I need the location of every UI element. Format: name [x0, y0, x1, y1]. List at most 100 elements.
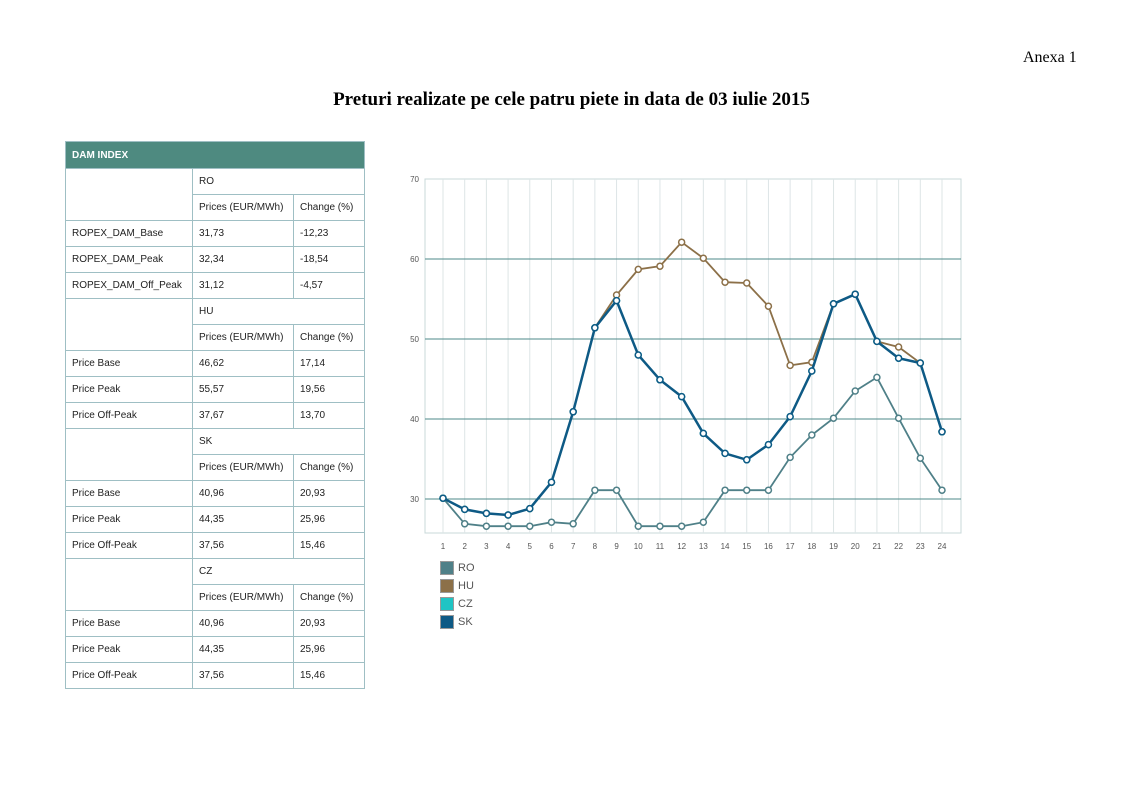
- index-name: Price Base: [65, 610, 193, 637]
- data-point: [851, 387, 859, 395]
- change-value: -4,57: [293, 272, 365, 299]
- index-name: Price Off-Peak: [65, 662, 193, 689]
- table-row: ROPEX_DAM_Peak 32,34 -18,54: [65, 246, 365, 273]
- data-point: [656, 522, 664, 530]
- index-name: Price Off-Peak: [65, 532, 193, 559]
- column-header-row: Prices (EUR/MWh) Change (%): [66, 584, 365, 611]
- prices-header: Prices (EUR/MWh): [192, 454, 294, 481]
- page-title: Preturi realizate pe cele patru piete in…: [333, 89, 810, 110]
- x-tick-label: 15: [742, 542, 751, 551]
- x-tick-label: 5: [528, 542, 533, 551]
- x-tick-label: 17: [786, 542, 795, 551]
- data-point: [938, 428, 946, 436]
- legend-swatch: [440, 615, 454, 629]
- change-header: Change (%): [293, 324, 365, 351]
- column-header-row: Prices (EUR/MWh) Change (%): [66, 454, 365, 481]
- data-point: [547, 518, 556, 526]
- empty-cell: [65, 168, 193, 221]
- data-point: [439, 494, 447, 502]
- data-point: [526, 504, 534, 513]
- table-row: Price Off-Peak 37,56 15,46: [65, 662, 365, 689]
- data-point: [699, 254, 708, 262]
- data-point: [742, 486, 751, 494]
- data-point: [547, 478, 556, 486]
- x-tick-label: 7: [571, 542, 576, 551]
- price-value: 40,96: [192, 480, 294, 507]
- data-point: [786, 361, 794, 370]
- x-tick-label: 10: [634, 542, 643, 551]
- data-point: [677, 522, 686, 530]
- data-point: [677, 392, 686, 401]
- data-point: [721, 278, 729, 286]
- data-point: [742, 279, 751, 287]
- x-tick-label: 3: [484, 542, 489, 551]
- data-point: [873, 373, 881, 382]
- data-point: [656, 262, 664, 270]
- x-tick-label: 13: [699, 542, 708, 551]
- data-point: [938, 486, 946, 494]
- change-value: 15,46: [293, 532, 365, 559]
- price-value: 40,96: [192, 610, 294, 637]
- x-tick-label: 12: [677, 542, 686, 551]
- dam-index-table: DAM INDEX RO Prices (EUR/MWh) Change (%) ROP…: [65, 141, 365, 689]
- legend-item: RO: [440, 559, 475, 577]
- column-header-row: Prices (EUR/MWh) Change (%): [66, 324, 365, 351]
- prices-header: Prices (EUR/MWh): [192, 324, 294, 351]
- data-point: [894, 414, 903, 422]
- data-point: [526, 522, 534, 530]
- data-point: [894, 354, 903, 362]
- change-value: 20,93: [293, 480, 365, 507]
- legend-label: CZ: [458, 598, 473, 610]
- legend-swatch: [440, 561, 454, 575]
- x-tick-label: 20: [851, 542, 860, 551]
- price-value: 31,12: [192, 272, 294, 299]
- data-point: [916, 359, 925, 367]
- legend-item: HU: [440, 577, 475, 595]
- data-point: [612, 486, 621, 494]
- data-point: [764, 486, 773, 494]
- legend-swatch: [440, 579, 454, 593]
- table-row: Price Base 46,62 17,14: [65, 350, 365, 377]
- data-point: [699, 429, 708, 438]
- data-point: [808, 431, 816, 439]
- data-point: [569, 520, 577, 528]
- data-point: [591, 486, 599, 494]
- chart-legend: RO HU CZ SK: [440, 559, 475, 631]
- series-ro: [439, 373, 946, 530]
- data-point: [829, 300, 838, 308]
- market-name: HU: [192, 298, 365, 325]
- legend-label: SK: [458, 616, 473, 628]
- data-point: [656, 376, 664, 384]
- data-point: [851, 290, 859, 298]
- prices-header: Prices (EUR/MWh): [192, 584, 294, 611]
- y-tick-label: 30: [410, 495, 419, 504]
- data-point: [764, 302, 773, 310]
- y-tick-label: 70: [410, 175, 419, 184]
- series-line: [442, 292, 944, 517]
- x-tick-label: 24: [938, 542, 947, 551]
- data-point: [916, 454, 925, 462]
- data-point: [742, 456, 751, 464]
- table-row: Price Base 40,96 20,93: [65, 480, 365, 507]
- data-point: [482, 522, 491, 530]
- x-tick-label: 18: [807, 542, 816, 551]
- data-point: [569, 408, 577, 416]
- table-row: ROPEX_DAM_Off_Peak 31,12 -4,57: [65, 272, 365, 299]
- index-name: Price Base: [65, 480, 193, 507]
- data-point: [786, 412, 794, 421]
- data-point: [504, 511, 512, 519]
- data-point: [829, 414, 838, 422]
- legend-label: RO: [458, 562, 475, 574]
- change-value: 19,56: [293, 376, 365, 403]
- table-header-row: DAM INDEX: [65, 141, 365, 169]
- data-point: [460, 505, 469, 514]
- table-header: DAM INDEX: [65, 141, 365, 169]
- x-tick-label: 11: [656, 542, 665, 551]
- legend-swatch: [440, 597, 454, 611]
- data-point: [504, 522, 512, 530]
- data-point: [721, 486, 729, 494]
- series-sk: [439, 290, 946, 519]
- x-tick-label: 21: [872, 542, 881, 551]
- price-value: 55,57: [192, 376, 294, 403]
- data-point: [634, 351, 643, 359]
